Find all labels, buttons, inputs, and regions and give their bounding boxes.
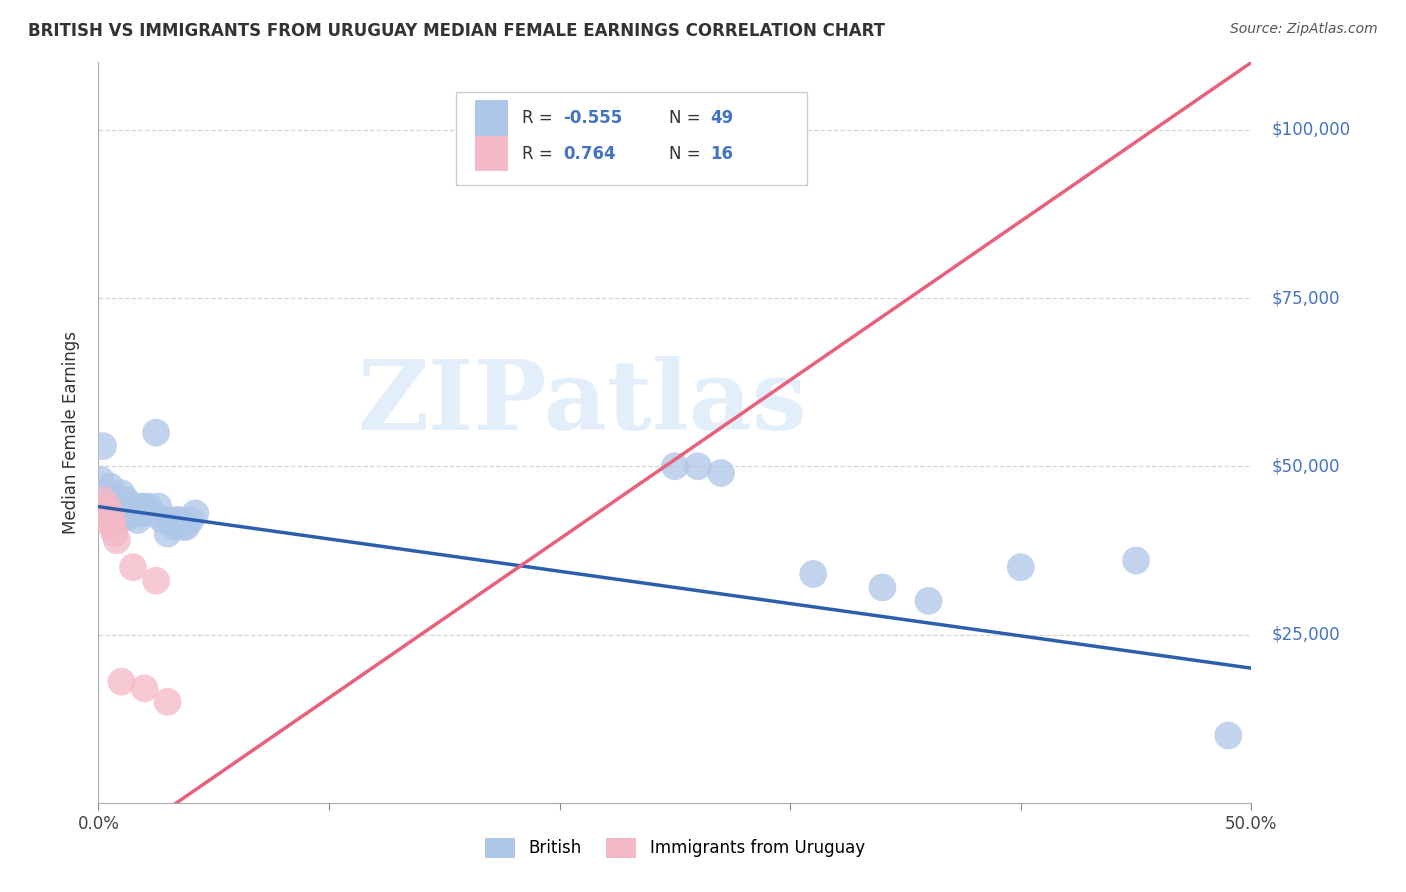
Point xyxy=(103,526,125,541)
Point xyxy=(1010,560,1032,574)
Point xyxy=(145,425,167,440)
Text: N =: N = xyxy=(669,145,706,162)
Point xyxy=(124,500,146,514)
Point xyxy=(98,507,121,521)
Text: ZIPatlas: ZIPatlas xyxy=(359,356,807,450)
Point xyxy=(138,500,160,514)
Point xyxy=(1218,729,1240,743)
Point xyxy=(117,509,139,524)
Text: -0.555: -0.555 xyxy=(562,109,623,127)
Text: $50,000: $50,000 xyxy=(1272,458,1340,475)
Point xyxy=(110,503,132,517)
Point xyxy=(156,695,179,709)
Point xyxy=(90,473,112,487)
Point xyxy=(152,513,174,527)
Point xyxy=(91,439,114,453)
Point xyxy=(127,513,149,527)
Legend: British, Immigrants from Uruguay: British, Immigrants from Uruguay xyxy=(478,831,872,865)
Point xyxy=(163,520,186,534)
Point xyxy=(91,492,114,507)
Text: $100,000: $100,000 xyxy=(1272,120,1351,139)
Point xyxy=(122,507,145,521)
Text: R =: R = xyxy=(522,145,558,162)
Point xyxy=(101,500,124,514)
Point xyxy=(184,507,207,521)
Text: $25,000: $25,000 xyxy=(1272,625,1341,643)
Point xyxy=(105,500,128,514)
Point xyxy=(110,674,132,689)
Point xyxy=(110,486,132,500)
Point xyxy=(145,574,167,588)
Point xyxy=(120,500,142,514)
Point xyxy=(117,500,139,514)
Point xyxy=(159,513,181,527)
Point xyxy=(134,681,156,696)
Point xyxy=(108,513,131,527)
Text: Source: ZipAtlas.com: Source: ZipAtlas.com xyxy=(1230,22,1378,37)
Point xyxy=(98,507,121,521)
Point xyxy=(167,513,190,527)
Text: N =: N = xyxy=(669,109,706,127)
Point xyxy=(94,500,117,514)
Point xyxy=(664,459,686,474)
Text: 16: 16 xyxy=(710,145,734,162)
Point xyxy=(180,513,202,527)
Point xyxy=(141,507,163,521)
Point xyxy=(131,500,153,514)
FancyBboxPatch shape xyxy=(475,100,508,136)
Point xyxy=(686,459,709,474)
Text: $75,000: $75,000 xyxy=(1272,289,1340,307)
FancyBboxPatch shape xyxy=(475,136,508,171)
Point xyxy=(129,507,152,521)
Point xyxy=(917,594,939,608)
Point xyxy=(97,513,120,527)
Point xyxy=(122,560,145,574)
Point xyxy=(1125,553,1147,567)
Point xyxy=(97,492,120,507)
Point xyxy=(101,520,124,534)
Point xyxy=(115,507,138,521)
Y-axis label: Median Female Earnings: Median Female Earnings xyxy=(62,331,80,534)
Point xyxy=(103,492,125,507)
Point xyxy=(174,520,197,534)
FancyBboxPatch shape xyxy=(456,92,807,185)
Text: BRITISH VS IMMIGRANTS FROM URUGUAY MEDIAN FEMALE EARNINGS CORRELATION CHART: BRITISH VS IMMIGRANTS FROM URUGUAY MEDIA… xyxy=(28,22,886,40)
Point xyxy=(156,526,179,541)
Point xyxy=(166,513,188,527)
Point xyxy=(94,513,117,527)
Point xyxy=(101,513,124,527)
Point xyxy=(103,507,125,521)
Point xyxy=(97,500,120,514)
Text: 0.764: 0.764 xyxy=(562,145,616,162)
Point xyxy=(94,507,117,521)
Point xyxy=(710,466,733,480)
Text: 49: 49 xyxy=(710,109,734,127)
Text: R =: R = xyxy=(522,109,558,127)
Point xyxy=(112,500,135,514)
Point xyxy=(148,500,170,514)
Point xyxy=(105,533,128,548)
Point xyxy=(98,479,121,493)
Point xyxy=(94,486,117,500)
Point xyxy=(872,581,894,595)
Point xyxy=(801,566,824,581)
Point xyxy=(115,492,138,507)
Point xyxy=(90,500,112,514)
Point xyxy=(173,520,195,534)
Point xyxy=(134,500,156,514)
